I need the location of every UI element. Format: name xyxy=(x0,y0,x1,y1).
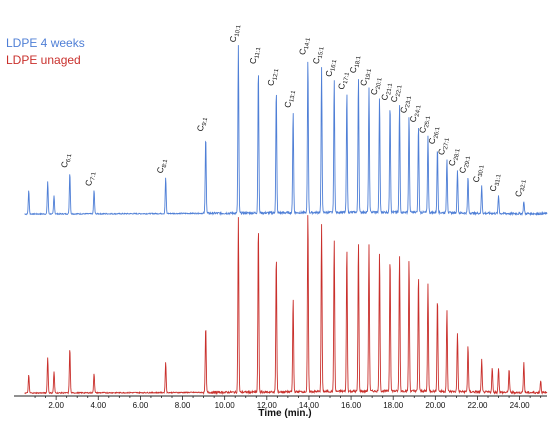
peak-label-3: C8:1 xyxy=(155,157,169,174)
traces-layer xyxy=(24,45,548,396)
x-tick-label-7: 14.00 xyxy=(299,401,320,410)
peak-label-6: C11:1 xyxy=(248,45,263,65)
peak-label-16: C21:1 xyxy=(379,81,394,101)
x-tick-label-8: 16.00 xyxy=(341,401,362,410)
x-tick-label-11: 22.00 xyxy=(467,401,488,410)
peak-label-21: C26:1 xyxy=(427,125,442,145)
x-tick-label-1: 2.00 xyxy=(48,401,64,410)
peak-label-24: C29:1 xyxy=(457,154,472,174)
x-tick-label-3: 6.00 xyxy=(133,401,149,410)
peak-label-23: C28:1 xyxy=(447,147,462,167)
x-tick-label-9: 18.00 xyxy=(383,401,404,410)
peak-label-8: C13:1 xyxy=(282,88,297,108)
x-tick-label-4: 8.00 xyxy=(175,401,191,410)
peak-label-22: C27:1 xyxy=(436,136,451,156)
x-axis: 2.00 4.00 6.00 8.00 10.00 12.00 14.00 16.00 18.0… xyxy=(14,395,547,410)
peak-label-14: C19:1 xyxy=(358,67,373,87)
peak-label-27: C32:1 xyxy=(513,178,528,198)
peak-label-18: C23:1 xyxy=(398,94,413,114)
peak-label-11: C16:1 xyxy=(323,58,338,78)
peak-label-19: C24:1 xyxy=(408,103,423,123)
x-axis-label: Time (min.) xyxy=(258,408,311,419)
x-tick-label-12: 24.00 xyxy=(510,401,531,410)
peak-label-17: C22:1 xyxy=(389,83,404,103)
peak-label-26: C31:1 xyxy=(488,172,503,192)
peak-label-9: C14:1 xyxy=(297,36,312,56)
peak-label-7: C12:1 xyxy=(265,67,280,87)
x-tick-label-2: 4.00 xyxy=(90,401,106,410)
peak-label-5: C10:1 xyxy=(227,23,242,43)
peak-label-2: C7:1 xyxy=(83,170,97,187)
peak-label-15: C20:1 xyxy=(369,76,384,96)
peak-label-12: C17:1 xyxy=(336,70,351,90)
peak-label-13: C18:1 xyxy=(348,54,363,74)
legend-series-1-label: LDPE 4 weeks xyxy=(6,36,85,50)
x-tick-label-5: 10.00 xyxy=(215,401,236,410)
trace-line-series-1 xyxy=(24,45,548,217)
peak-label-25: C30:1 xyxy=(471,163,486,183)
x-tick-label-10: 20.00 xyxy=(425,401,446,410)
peak-label-4: C9:1 xyxy=(195,115,209,132)
x-axis-ticks: 2.00 4.00 6.00 8.00 10.00 12.00 14.00 16.00 18.0… xyxy=(34,396,542,410)
peak-label-10: C15:1 xyxy=(311,45,326,65)
legend-series-2-label: LDPE unaged xyxy=(6,53,81,67)
x-tick-label-6: 12.00 xyxy=(257,401,278,410)
peak-label-20: C25:1 xyxy=(417,114,432,134)
trace-line-series-2 xyxy=(24,215,548,396)
peak-label-1: C6:1 xyxy=(59,152,73,169)
